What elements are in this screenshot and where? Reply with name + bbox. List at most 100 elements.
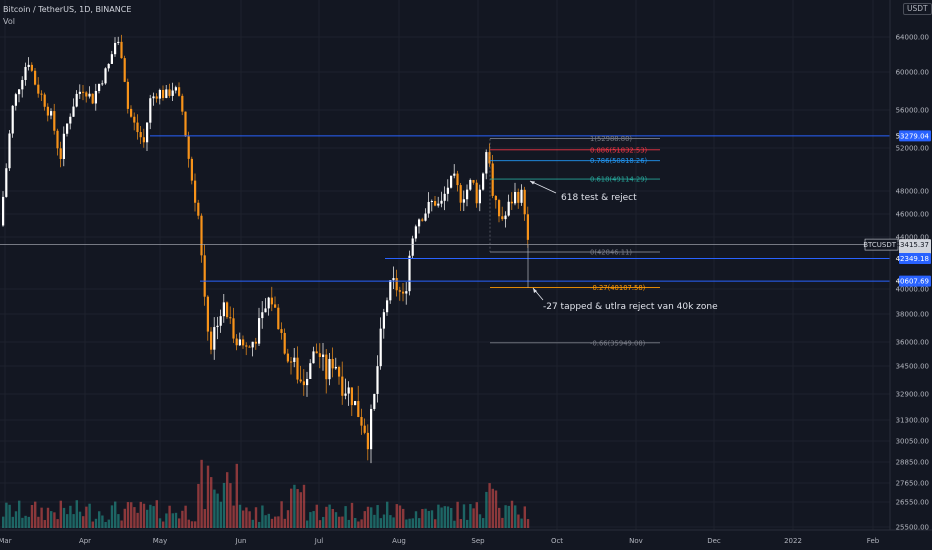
candle-body <box>40 93 43 95</box>
volume-bar <box>30 504 34 528</box>
volume-bar <box>98 511 101 528</box>
volume-bar <box>453 520 456 528</box>
candle-body <box>27 64 30 67</box>
candle-body <box>354 401 357 406</box>
candle-body <box>283 332 286 354</box>
candle-body <box>299 379 302 382</box>
candle-body <box>62 133 65 159</box>
candle-body <box>382 312 385 329</box>
volume-bar <box>8 504 11 528</box>
candle-body <box>216 325 219 328</box>
candle-body <box>469 179 472 190</box>
currency-badge[interactable]: USDT <box>903 3 932 15</box>
annotations[interactable]: 618 test & reject -27 tapped & utlra reje… <box>529 180 718 312</box>
volume-bar <box>507 505 510 528</box>
volume-bar <box>482 518 485 528</box>
volume-bar <box>306 520 309 528</box>
time-tick-label: 2022 <box>784 537 802 545</box>
volume-bar <box>210 477 213 528</box>
volume-bar <box>213 489 216 528</box>
volume-bar <box>309 512 312 528</box>
candle-body <box>258 318 261 344</box>
candle-body <box>91 93 94 104</box>
price-tag[interactable]: 53279.04 <box>896 130 931 142</box>
volume-bar <box>350 502 354 528</box>
volume-bar <box>11 516 14 528</box>
volume-bar <box>341 516 344 528</box>
time-axis[interactable]: Mar Apr May Jun Jul Aug Sep Oct Nov Dec 2022 Feb <box>0 529 932 545</box>
volume-bar <box>296 489 299 528</box>
candle-body <box>78 91 81 94</box>
candle-body <box>98 83 101 91</box>
volume-bar <box>485 491 488 528</box>
time-tick-label: May <box>153 537 167 545</box>
fib-retracement[interactable]: 1(52988.80) 0.886(51832.53) 0.786(50818.26… <box>489 135 660 347</box>
time-tick-label: Jun <box>235 537 247 545</box>
candle-body <box>414 226 417 239</box>
candle-body <box>376 366 379 394</box>
candle-body <box>146 122 149 143</box>
candle-body <box>491 163 494 196</box>
volume-bar <box>261 505 264 528</box>
volume-bar <box>386 501 389 528</box>
candle-body <box>210 331 213 350</box>
volume-bar <box>5 502 8 528</box>
volume-bar <box>418 518 421 528</box>
price-tick-label: 56000.00 <box>896 107 929 115</box>
candle-body <box>101 83 104 85</box>
volume-bar <box>165 513 168 528</box>
candle-body <box>338 366 341 377</box>
candle-body <box>379 328 382 367</box>
candle-body <box>293 357 296 362</box>
volume-bar <box>331 509 334 528</box>
volume-bar <box>123 508 126 528</box>
volume-bar <box>197 483 200 528</box>
candle-body <box>280 329 283 333</box>
annotation-618-test: 618 test & reject <box>561 193 637 203</box>
fib-level-label: 0.786(50818.26) <box>590 157 648 165</box>
candle-body <box>197 202 200 216</box>
price-axis[interactable]: 64000.00 60000.00 56000.00 52000.00 48000.00… <box>863 0 931 532</box>
candle-body <box>5 168 8 197</box>
price-tag[interactable]: 40607.69 <box>896 275 931 287</box>
volume-bar <box>14 511 18 528</box>
candle-body <box>85 92 88 97</box>
volume-bar <box>354 517 357 528</box>
time-tick-label: Dec <box>707 537 721 545</box>
volume-bar <box>245 507 248 528</box>
price-tick-label: 64000.00 <box>896 34 929 42</box>
volume-bar <box>376 505 379 528</box>
candle-body <box>523 189 526 215</box>
candle-body <box>50 111 53 116</box>
volume-bar <box>299 492 302 528</box>
candle-body <box>322 354 325 357</box>
price-tag[interactable]: 42349.18 <box>896 252 931 264</box>
candle-body <box>200 215 203 256</box>
candle-body <box>190 158 193 181</box>
svg-text:43415.37: 43415.37 <box>896 241 929 249</box>
volume-bar <box>219 501 222 528</box>
volume-bar <box>277 516 280 528</box>
candle-body <box>347 387 350 394</box>
price-tick-label: 60000.00 <box>896 69 929 77</box>
volume-bar <box>187 519 190 528</box>
volume-bar <box>270 518 274 528</box>
volume-bar <box>328 504 331 528</box>
price-tick-label: 28850.00 <box>896 459 929 467</box>
volume-bar <box>411 518 414 528</box>
price-tick-label: 26550.00 <box>896 499 929 507</box>
volume-bar <box>437 504 440 528</box>
volume-bar <box>504 505 507 528</box>
volume-bar <box>114 501 117 528</box>
candle-body <box>302 381 305 386</box>
volume-bar <box>136 512 139 528</box>
volume-bar <box>430 510 434 528</box>
volume-bar <box>18 500 21 528</box>
candle-body <box>174 87 177 91</box>
volume-bar <box>498 507 501 528</box>
candle-body <box>459 185 462 203</box>
symbol-tag: BTCUSDT <box>863 241 897 249</box>
volume-bar <box>78 511 82 528</box>
volume-bar <box>254 507 258 528</box>
